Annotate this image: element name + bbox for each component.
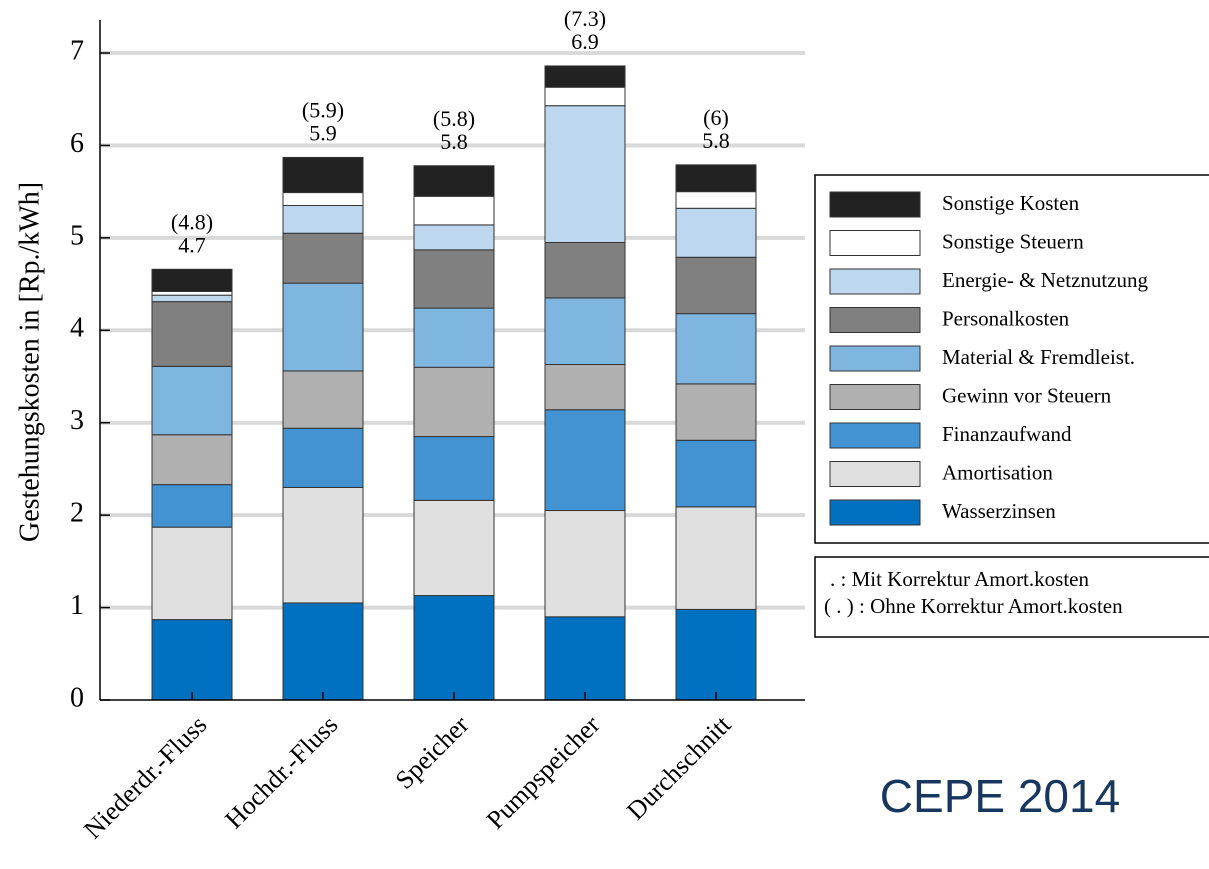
- legend-swatch: [829, 307, 921, 333]
- total-uncorrected-label: (4.8): [171, 209, 213, 234]
- x-tick-label: Niederdr.-Fluss: [78, 710, 212, 844]
- y-tick-label: 2: [70, 498, 84, 529]
- legend-swatch: [829, 422, 921, 449]
- bar-segment: [413, 366, 495, 438]
- y-tick-label: 1: [70, 590, 84, 621]
- bar-segment: [544, 105, 626, 243]
- legend-label: Wasserzinsen: [942, 499, 1056, 523]
- legend-label: Gewinn vor Steuern: [942, 383, 1112, 407]
- bar-segment: [151, 365, 233, 436]
- notes-box: [814, 556, 1209, 638]
- bar-segment: [544, 409, 626, 512]
- legend-swatch: [829, 268, 921, 295]
- legend-label: Sonstige Kosten: [942, 191, 1080, 215]
- bar-segment: [282, 486, 364, 604]
- total-label: 5.8: [440, 129, 468, 154]
- bar-segment: [151, 484, 233, 528]
- legend-note: ( . ) : Ohne Korrektur Amort.kosten: [824, 594, 1123, 618]
- legend-swatch: [829, 230, 921, 256]
- bar-segment: [282, 427, 364, 488]
- bar-segment: [675, 439, 757, 508]
- legend-label: Amortisation: [942, 460, 1053, 484]
- total-uncorrected-label: (6): [703, 105, 729, 130]
- bar-segment: [675, 191, 757, 209]
- total-uncorrected-label: (5.8): [433, 106, 475, 131]
- bar-segment: [544, 510, 626, 618]
- bar-segment: [413, 499, 495, 597]
- bar-segment: [544, 65, 626, 88]
- bar-segment: [151, 290, 233, 296]
- bar-segment: [151, 268, 233, 292]
- bar-segment: [151, 434, 233, 486]
- bar-segment: [282, 602, 364, 701]
- bar-segment: [413, 595, 495, 701]
- bar-segment: [151, 294, 233, 303]
- bar-segment: [413, 195, 495, 226]
- bar-segment: [282, 282, 364, 372]
- legend-box: [814, 174, 1209, 544]
- legend-label: Personalkosten: [942, 306, 1070, 330]
- bar-segment: [544, 616, 626, 701]
- y-tick-label: 7: [70, 35, 84, 66]
- bar-segment: [282, 232, 364, 284]
- legend-note: . : Mit Korrektur Amort.kosten: [830, 567, 1089, 591]
- y-tick-label: 3: [70, 405, 84, 436]
- bar-segment: [675, 506, 757, 610]
- bar-segment: [282, 156, 364, 194]
- total-label: 5.9: [309, 120, 337, 145]
- bar-segment: [282, 192, 364, 207]
- y-tick-label: 4: [70, 313, 84, 344]
- total-label: 5.8: [702, 128, 730, 153]
- bar-segment: [544, 297, 626, 365]
- y-tick-label: 6: [70, 128, 84, 159]
- legend-label: Finanzaufwand: [942, 422, 1072, 446]
- bar-segment: [151, 526, 233, 621]
- x-tick-label: Durchschnitt: [621, 709, 737, 825]
- legend-label: Sonstige Steuern: [942, 229, 1084, 253]
- x-tick-label: Pumpspeicher: [481, 710, 606, 835]
- y-tick-label: 0: [70, 682, 84, 713]
- y-tick-label: 5: [70, 220, 84, 251]
- bar-segment: [675, 383, 757, 441]
- legend-label: Energie- & Netznutzung: [942, 268, 1149, 292]
- bar-segment: [675, 313, 757, 385]
- bar-segment: [282, 205, 364, 234]
- bar-segment: [675, 207, 757, 258]
- bar-segment: [544, 86, 626, 107]
- bar-segment: [544, 241, 626, 299]
- bar-segment: [413, 224, 495, 251]
- x-tick-label: Hochdr.-Fluss: [219, 710, 343, 834]
- legend-swatch: [829, 499, 921, 526]
- bar-segment: [544, 363, 626, 411]
- bar-segment: [151, 619, 233, 701]
- legend-swatch: [829, 191, 921, 218]
- bar-segment: [675, 608, 757, 701]
- legend-swatch: [829, 461, 921, 487]
- total-uncorrected-label: (7.3): [564, 6, 606, 31]
- legend-label: Material & Fremdleist.: [942, 345, 1135, 369]
- bar-segment: [413, 307, 495, 368]
- bar-segment: [151, 301, 233, 367]
- bar-segment: [675, 256, 757, 315]
- x-tick-label: Speicher: [390, 710, 475, 795]
- bar-segment: [413, 165, 495, 197]
- total-uncorrected-label: (5.9): [302, 97, 344, 122]
- bar-segment: [675, 164, 757, 193]
- legend-swatch: [829, 384, 921, 410]
- total-label: 6.9: [571, 29, 599, 54]
- y-axis-label: Gestehungskosten in [Rp./kWh]: [14, 182, 45, 542]
- bar-segment: [413, 436, 495, 501]
- bar-segment: [413, 249, 495, 309]
- bar-segment: [282, 370, 364, 429]
- source: CEPE 2014: [880, 770, 1120, 822]
- legend-swatch: [829, 345, 921, 372]
- total-label: 4.7: [178, 232, 206, 257]
